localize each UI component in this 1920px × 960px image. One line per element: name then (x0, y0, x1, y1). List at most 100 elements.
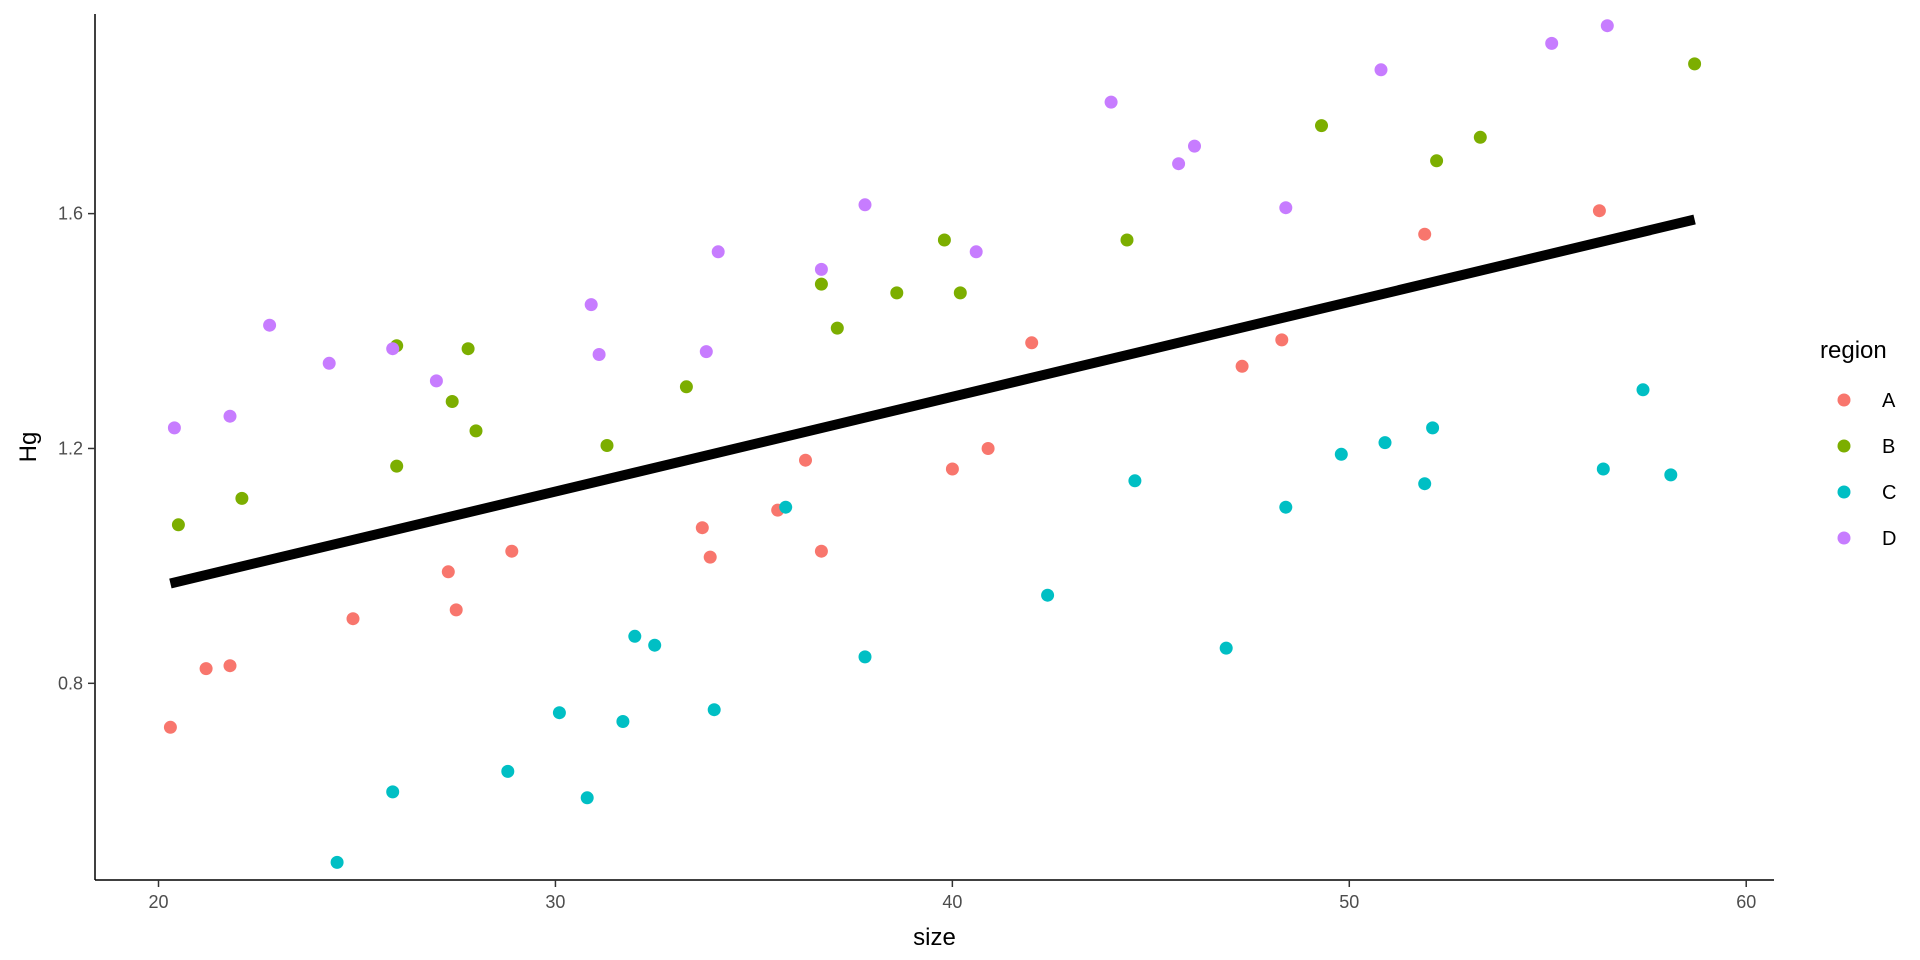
x-tick-label-1: 30 (545, 892, 565, 912)
data-point-c-9 (779, 500, 793, 514)
data-point-d-6 (584, 298, 598, 312)
data-point-d-0 (167, 421, 181, 435)
data-point-b-17 (1473, 130, 1487, 144)
data-point-d-16 (1279, 201, 1293, 215)
x-tick-label-2: 40 (942, 892, 962, 912)
y-tick-label-1: 1.2 (58, 438, 83, 458)
data-point-c-3 (552, 706, 566, 720)
data-point-a-1 (199, 662, 213, 676)
data-point-b-0 (171, 518, 185, 532)
data-point-b-9 (814, 277, 828, 291)
data-point-c-0 (330, 855, 344, 869)
data-point-b-10 (830, 321, 844, 335)
data-point-c-4 (580, 791, 594, 805)
data-point-c-1 (386, 785, 400, 799)
data-point-b-5 (461, 342, 475, 356)
data-point-b-1 (235, 491, 249, 505)
data-point-c-8 (707, 703, 721, 717)
data-point-c-18 (1426, 421, 1440, 435)
data-point-a-14 (1025, 336, 1039, 350)
data-point-c-19 (1596, 462, 1610, 476)
data-point-c-16 (1378, 436, 1392, 450)
data-point-d-8 (699, 345, 713, 359)
y-axis-title: Hg (15, 432, 42, 463)
data-point-c-14 (1279, 500, 1293, 514)
data-point-a-18 (1592, 204, 1606, 218)
x-tick-label-4: 60 (1736, 892, 1756, 912)
data-point-d-14 (1172, 157, 1186, 171)
data-point-d-17 (1374, 63, 1388, 77)
data-point-d-4 (386, 342, 400, 356)
data-point-c-7 (648, 638, 662, 652)
data-point-b-16 (1430, 154, 1444, 168)
data-point-c-11 (1041, 588, 1055, 602)
data-point-a-10 (799, 453, 812, 467)
data-point-c-13 (1219, 641, 1233, 655)
regression-line-group (169, 214, 1696, 589)
legend-key-c (1837, 485, 1851, 499)
legend-label-c: C (1882, 482, 1896, 504)
data-point-c-15 (1334, 447, 1348, 461)
data-point-d-10 (814, 262, 828, 276)
data-point-a-4 (441, 565, 455, 579)
data-point-b-18 (1688, 57, 1702, 71)
legend-title: region (1820, 337, 1887, 364)
data-point-d-9 (711, 245, 725, 259)
data-point-b-12 (937, 233, 951, 247)
data-points (163, 19, 1702, 869)
data-point-d-2 (263, 318, 277, 332)
data-point-a-8 (703, 550, 717, 564)
data-point-a-17 (1418, 227, 1432, 241)
data-point-d-11 (858, 198, 872, 212)
legend-label-b: B (1882, 436, 1895, 458)
legend-key-a (1837, 393, 1851, 407)
data-point-c-20 (1636, 383, 1650, 397)
data-point-a-5 (449, 603, 463, 617)
data-point-d-15 (1188, 139, 1201, 153)
data-point-d-5 (429, 374, 443, 388)
data-point-b-14 (1120, 233, 1134, 247)
y-tick-label-2: 1.6 (58, 204, 83, 224)
data-point-b-2 (390, 459, 404, 473)
data-point-d-12 (969, 245, 983, 259)
data-point-d-3 (322, 356, 336, 370)
x-tick-label-3: 50 (1339, 892, 1359, 912)
data-point-a-7 (695, 521, 709, 535)
data-point-b-7 (600, 439, 614, 452)
data-point-d-7 (592, 348, 606, 361)
y-tick-label-0: 0.8 (58, 673, 83, 693)
data-point-b-6 (469, 424, 483, 438)
legend-label-d: D (1882, 528, 1896, 550)
regression-line (169, 214, 1696, 589)
data-point-b-11 (890, 286, 904, 300)
data-point-a-6 (505, 544, 519, 558)
legend-key-b (1837, 439, 1851, 453)
data-point-a-16 (1275, 333, 1289, 347)
data-point-a-0 (163, 720, 177, 734)
data-point-a-11 (814, 544, 828, 558)
legend-label-a: A (1882, 390, 1896, 412)
data-point-a-12 (945, 462, 959, 476)
data-point-d-19 (1600, 19, 1614, 33)
data-point-b-13 (953, 286, 967, 300)
data-point-c-17 (1418, 477, 1432, 491)
data-point-c-12 (1128, 474, 1142, 488)
data-point-c-21 (1664, 468, 1678, 482)
data-point-d-18 (1545, 36, 1559, 50)
axes: 20 30 40 50 60 0.8 1.2 1.6 size Hg (15, 14, 1774, 951)
data-point-d-1 (223, 409, 237, 423)
data-point-b-15 (1315, 119, 1328, 133)
legend: region A B C D (1820, 337, 1896, 550)
data-point-c-10 (858, 650, 872, 664)
x-axis-title: size (913, 924, 956, 951)
data-point-b-4 (445, 395, 459, 408)
data-point-a-15 (1235, 359, 1249, 373)
data-point-c-2 (501, 764, 515, 778)
data-point-a-13 (981, 442, 995, 455)
data-point-c-6 (628, 629, 642, 643)
data-point-a-2 (223, 659, 237, 673)
legend-key-d (1837, 531, 1851, 545)
